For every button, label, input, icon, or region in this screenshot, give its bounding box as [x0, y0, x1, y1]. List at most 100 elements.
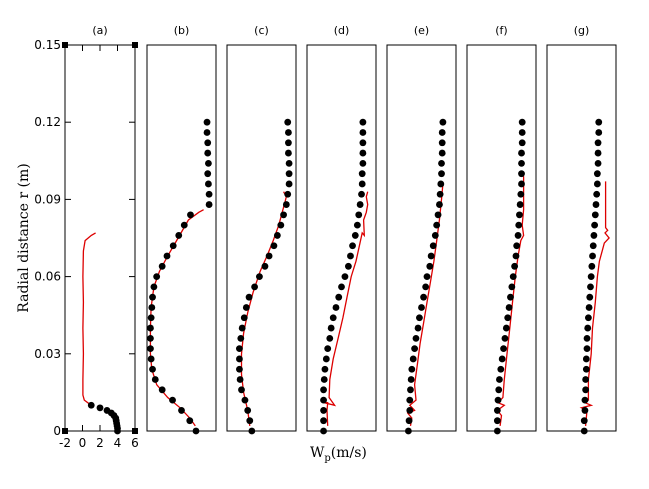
data-point — [418, 304, 425, 311]
data-point — [580, 427, 588, 435]
data-point — [180, 221, 188, 229]
data-point — [205, 201, 213, 208]
data-point — [427, 252, 435, 260]
data-point — [358, 170, 366, 178]
data-point — [502, 324, 510, 332]
model-line — [240, 191, 287, 426]
data-point — [327, 324, 335, 332]
data-point — [285, 159, 293, 167]
data-point — [356, 201, 364, 208]
data-point — [439, 118, 447, 126]
data-point — [236, 345, 243, 353]
data-point — [238, 386, 245, 394]
data-point — [406, 407, 414, 414]
data-point — [187, 211, 194, 219]
data-point — [244, 407, 252, 414]
data-point — [320, 427, 327, 435]
data-point — [240, 314, 248, 322]
data-point — [114, 427, 121, 435]
x-axis-label-sub: p — [324, 453, 330, 464]
data-point — [345, 262, 352, 270]
data-point — [504, 314, 512, 322]
data-point — [204, 139, 212, 147]
data-point — [236, 365, 243, 373]
data-point — [423, 273, 431, 280]
data-point — [148, 304, 156, 311]
data-point — [329, 314, 337, 322]
data-point — [338, 283, 345, 291]
data-point — [438, 129, 446, 136]
data-point — [203, 129, 211, 136]
data-point — [493, 417, 501, 425]
corner-marker — [132, 428, 138, 434]
data-point — [256, 273, 263, 280]
y-tick-label: 0 — [53, 424, 61, 438]
data-point — [405, 417, 413, 425]
data-point — [494, 396, 502, 404]
data-point — [496, 376, 503, 383]
data-point — [518, 139, 526, 147]
data-point — [150, 283, 158, 291]
data-point — [186, 417, 194, 425]
data-point — [426, 262, 434, 270]
data-point — [237, 334, 245, 342]
data-point — [433, 221, 441, 229]
data-point — [87, 401, 95, 409]
data-point — [358, 180, 366, 188]
data-point — [321, 365, 329, 373]
x-axis-label-unit: (m/s) — [331, 445, 367, 461]
data-point — [192, 427, 200, 435]
data-point — [284, 190, 292, 198]
data-point — [582, 386, 590, 394]
data-point — [407, 376, 415, 383]
panel-3: (d) — [306, 24, 377, 435]
data-point — [153, 273, 161, 280]
data-point — [581, 396, 589, 404]
data-point — [412, 334, 420, 342]
panel-frame — [546, 44, 617, 432]
data-point — [516, 201, 524, 208]
data-point — [438, 149, 446, 157]
panel-4: (e) — [386, 24, 457, 435]
data-point — [359, 139, 367, 147]
panel-title: (f) — [495, 24, 507, 37]
data-point — [241, 396, 249, 404]
data-point — [404, 427, 412, 435]
data-point — [436, 190, 444, 198]
data-point — [147, 314, 155, 322]
data-point — [518, 170, 525, 178]
data-point — [595, 118, 603, 126]
data-point — [96, 404, 104, 412]
data-point — [587, 273, 595, 280]
data-point — [582, 355, 590, 363]
data-point — [436, 201, 443, 208]
model-line — [496, 176, 525, 426]
data-point — [242, 304, 250, 311]
data-point — [582, 376, 590, 383]
data-point — [517, 190, 525, 198]
data-point — [163, 252, 171, 260]
data-point — [273, 232, 281, 239]
data-point — [513, 242, 521, 250]
model-line — [324, 191, 369, 426]
data-point — [204, 149, 212, 157]
data-point — [151, 376, 159, 383]
panel-0: (a) -2 0 2 4 6 — [59, 24, 139, 450]
data-point — [594, 139, 602, 147]
corner-marker — [62, 42, 68, 48]
panel-title: (d) — [334, 24, 350, 37]
data-point — [320, 396, 327, 404]
data-point — [514, 232, 522, 239]
data-point — [512, 252, 520, 260]
data-point — [280, 211, 287, 219]
data-point — [251, 283, 258, 291]
y-tick-label: 0.03 — [34, 347, 61, 361]
data-point — [582, 365, 590, 373]
panel-title: (c) — [254, 24, 269, 37]
data-point — [359, 159, 367, 167]
data-point — [590, 232, 598, 239]
data-point — [359, 118, 367, 126]
data-point — [509, 273, 517, 280]
corner-marker — [62, 428, 68, 434]
